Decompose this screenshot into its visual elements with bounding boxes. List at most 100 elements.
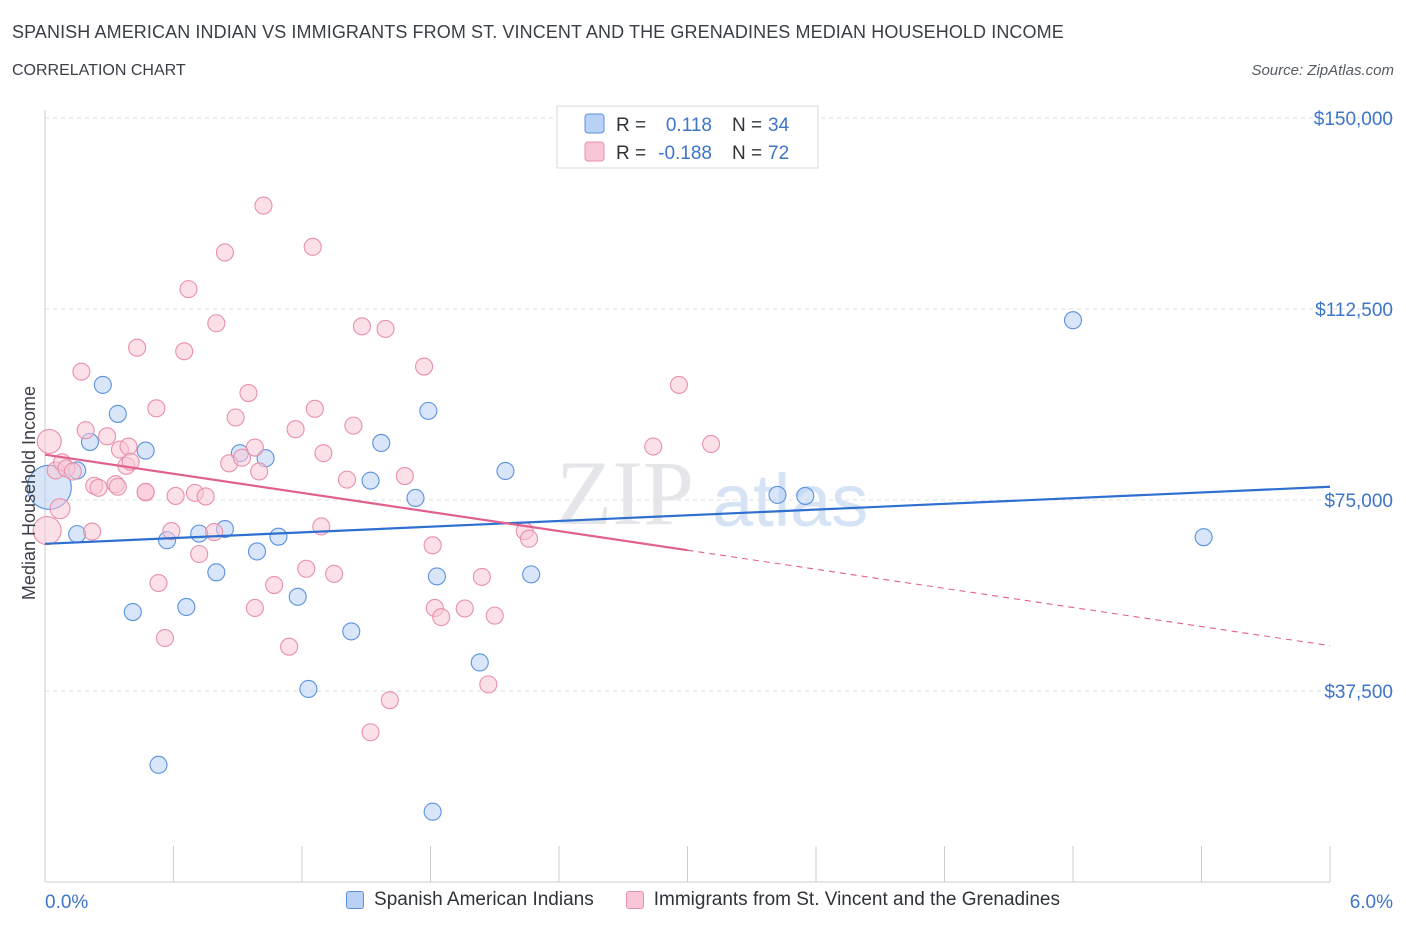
data-point — [432, 608, 451, 627]
y-tick-label: $37,500 — [1324, 682, 1393, 703]
watermark: ZIP atlas — [556, 442, 868, 544]
legend-n-value: 72 — [768, 143, 789, 164]
data-point — [72, 362, 91, 381]
data-point — [205, 523, 224, 542]
data-point — [149, 755, 168, 774]
data-point — [245, 438, 264, 457]
data-point — [250, 462, 269, 481]
data-point — [136, 482, 155, 501]
legend-n-value: 34 — [768, 115, 790, 136]
data-point — [247, 542, 267, 561]
data-point — [305, 399, 324, 418]
data-point — [297, 559, 316, 578]
x-tick-labels: 0.0% 6.0% — [45, 892, 1393, 913]
data-point — [207, 563, 226, 582]
data-point — [496, 461, 515, 481]
data-point — [427, 567, 446, 586]
y-tick-label: $75,000 — [1324, 491, 1393, 512]
data-point — [796, 486, 815, 505]
data-point — [269, 527, 288, 546]
data-point — [265, 576, 284, 595]
trend-line — [44, 485, 1331, 545]
data-point — [166, 486, 185, 505]
y-axis-label: Median Household Income — [19, 386, 39, 600]
data-point — [299, 679, 318, 699]
data-point — [196, 487, 215, 506]
data-point — [155, 628, 174, 648]
chart-title: SPANISH AMERICAN INDIAN VS IMMIGRANTS FR… — [12, 22, 1064, 42]
data-point — [415, 357, 434, 376]
data-point — [190, 524, 209, 543]
data-point — [36, 428, 62, 454]
watermark-zip: ZIP — [556, 442, 694, 544]
data-point — [406, 488, 425, 508]
legend-n-label: N = — [732, 143, 762, 164]
data-point — [485, 606, 504, 625]
data-point — [702, 434, 721, 454]
data-point — [280, 637, 299, 656]
data-point — [325, 564, 344, 583]
legend-swatch-pink — [625, 891, 644, 909]
data-point — [254, 196, 273, 215]
source-note: Source: ZipAtlas.com — [1251, 62, 1394, 79]
data-point — [768, 485, 787, 504]
series-spanish-american-indians — [26, 311, 1213, 821]
data-point — [108, 404, 127, 423]
data-point — [303, 237, 322, 256]
data-point — [470, 653, 489, 672]
data-point — [522, 565, 541, 584]
data-point — [207, 314, 226, 333]
data-point — [644, 437, 663, 456]
legend-r-value: -0.188 — [658, 143, 712, 164]
data-point — [215, 243, 234, 262]
data-point — [361, 471, 380, 490]
chart-subtitle: CORRELATION CHART — [12, 62, 186, 79]
data-point — [1063, 311, 1083, 330]
data-point — [175, 342, 194, 361]
data-point — [380, 691, 399, 710]
series-legend: Spanish American Indians Immigrants from… — [0, 889, 1406, 911]
data-point — [93, 375, 112, 394]
data-point — [288, 587, 307, 606]
data-point — [245, 598, 264, 618]
data-point — [1194, 528, 1213, 547]
y-tick-label: $112,500 — [1315, 300, 1393, 321]
data-point — [479, 675, 498, 694]
axes — [44, 110, 1331, 883]
legend-label: Immigrants from St. Vincent and the Gren… — [653, 889, 1060, 910]
data-point — [423, 536, 442, 555]
data-point — [314, 444, 333, 463]
trend-lines — [44, 453, 1331, 647]
trend-line-extension — [687, 549, 1331, 647]
data-point — [136, 441, 155, 460]
data-point — [108, 477, 127, 496]
data-point — [376, 319, 395, 338]
data-point — [419, 401, 438, 420]
legend-r-label: R = — [616, 143, 646, 164]
data-point — [147, 399, 166, 418]
legend-swatch-blue — [346, 891, 365, 909]
data-point — [472, 567, 491, 586]
x-tick-label: 6.0% — [1350, 892, 1393, 913]
data-point — [68, 525, 87, 544]
data-point — [361, 723, 380, 742]
data-point — [423, 802, 442, 821]
legend-r-label: R = — [616, 115, 646, 136]
x-tick-label: 0.0% — [45, 892, 88, 913]
data-point — [190, 544, 209, 564]
data-point — [177, 597, 196, 617]
data-point — [162, 522, 181, 541]
data-point — [119, 437, 138, 456]
correlation-legend: R = 0.118 N = 34 R = -0.188 N = 72 — [556, 105, 819, 169]
data-point — [76, 421, 95, 440]
data-point — [337, 470, 357, 489]
trend-line — [44, 453, 688, 552]
data-point — [89, 478, 108, 497]
data-point — [352, 317, 372, 336]
legend-label: Spanish American Indians — [374, 889, 594, 910]
data-point — [149, 573, 168, 593]
legend-swatch-pink — [584, 141, 605, 162]
data-point — [669, 375, 688, 394]
data-point — [344, 416, 363, 435]
legend-swatch-blue — [584, 113, 605, 134]
